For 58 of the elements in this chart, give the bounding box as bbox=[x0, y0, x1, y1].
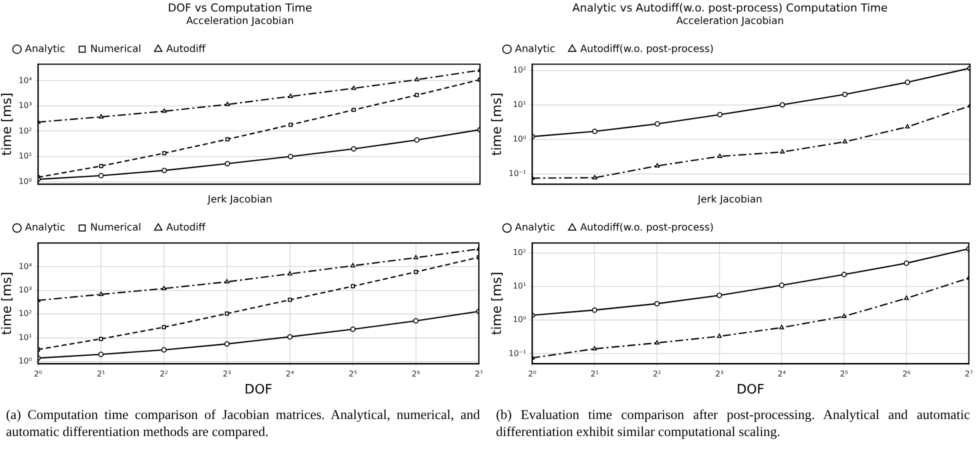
x-tick-label: 2⁵ bbox=[348, 370, 358, 379]
y-tick-label: 10¹ bbox=[512, 282, 526, 291]
chart-subtitle: Acceleration Jacobian bbox=[676, 16, 784, 27]
text: (a) Computation time comparison of Jacobian matrices. Analytical, numerical, and automatic differentiation methods are compared. bbox=[6, 406, 480, 440]
y-tick-label: 10² bbox=[512, 248, 526, 258]
legend-label: Analytic bbox=[515, 222, 556, 234]
y-tick-label: 10³ bbox=[18, 101, 32, 110]
x-tick-label: 2⁰ bbox=[34, 370, 42, 379]
y-tick-label: 10² bbox=[18, 309, 32, 318]
x-tick-label: 2⁷ bbox=[474, 370, 483, 379]
legend-label: Autodiff bbox=[166, 44, 207, 55]
legend-label: Numerical bbox=[90, 222, 142, 234]
x-tick-label: 2⁴ bbox=[778, 370, 786, 379]
x-tick-label: 2³ bbox=[715, 370, 724, 379]
x-tick-label: 2⁴ bbox=[286, 370, 294, 379]
chart-subtitle: Acceleration Jacobian bbox=[186, 16, 294, 27]
x-tick-label: 2² bbox=[652, 370, 662, 379]
x-tick-label: 2¹ bbox=[590, 370, 599, 379]
x-tick-label: 2² bbox=[160, 370, 168, 379]
x-axis-title: DOF bbox=[244, 382, 272, 398]
chart-title: Jerk Jacobian bbox=[206, 194, 272, 206]
x-tick-label: 2⁶ bbox=[902, 370, 911, 379]
y-tick-label: 10⁻¹ bbox=[508, 168, 526, 178]
chart-title: Analytic vs Autodiff(w.o. post-process) Computation Time bbox=[572, 1, 888, 14]
y-axis-title: time [ms] bbox=[490, 92, 506, 156]
legend-label: Analytic bbox=[25, 222, 66, 234]
legend-label: Autodiff bbox=[166, 222, 207, 234]
text: (b) Evaluation time comparison after post-processing. Analytical and automatic differentiation exhibit similar computational scaling. bbox=[496, 406, 970, 440]
y-tick-label: 10² bbox=[512, 65, 526, 74]
y-tick-label: 10³ bbox=[18, 285, 32, 294]
y-axis-title: time [ms] bbox=[0, 92, 16, 156]
y-tick-label: 10⁰ bbox=[512, 315, 526, 324]
x-tick-label: 2⁶ bbox=[412, 370, 420, 379]
y-tick-label: 10² bbox=[18, 126, 32, 136]
y-tick-label: 10⁻¹ bbox=[508, 348, 526, 358]
x-tick-label: 2¹ bbox=[96, 370, 106, 379]
y-tick-label: 10¹ bbox=[512, 100, 526, 109]
y-tick-label: 10¹ bbox=[18, 332, 32, 342]
y-tick-label: 10⁰ bbox=[18, 356, 32, 366]
y-tick-label: 10⁴ bbox=[18, 76, 32, 85]
legend-label: Autodiff(w.o. post-process) bbox=[580, 44, 714, 55]
x-tick-label: 2³ bbox=[222, 370, 232, 379]
y-axis-title: time [ms] bbox=[490, 272, 506, 335]
y-tick-label: 10⁰ bbox=[18, 176, 32, 186]
y-axis-title: time [ms] bbox=[0, 272, 16, 335]
x-tick-label: 2⁵ bbox=[840, 370, 848, 379]
y-tick-label: 10⁰ bbox=[512, 134, 526, 144]
legend-label: Autodiff(w.o. post-process) bbox=[580, 222, 714, 234]
legend-label: Analytic bbox=[25, 44, 66, 55]
x-tick-label: 2⁷ bbox=[964, 370, 973, 379]
legend-label: Numerical bbox=[90, 44, 142, 55]
legend-label: Analytic bbox=[515, 44, 556, 55]
x-tick-label: 2⁰ bbox=[528, 370, 536, 379]
x-axis-title: DOF bbox=[736, 382, 764, 398]
chart-title: DOF vs Computation Time bbox=[168, 1, 312, 14]
y-tick-label: 10¹ bbox=[18, 152, 32, 161]
chart-title: Jerk Jacobian bbox=[696, 194, 762, 206]
y-tick-label: 10⁴ bbox=[18, 262, 32, 271]
